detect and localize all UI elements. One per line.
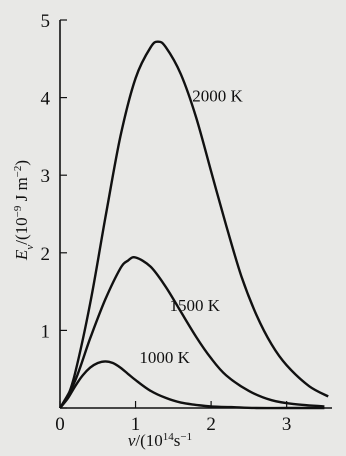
curves-layer (58, 40, 329, 410)
y-axis-close: ) (12, 160, 31, 166)
y-axis-exp: −9 (12, 205, 24, 217)
y-axis-label: Eν/(10−9 J m−2) (12, 160, 36, 261)
x-axis-unit: 10 (146, 431, 163, 450)
x-tick-label: 2 (206, 414, 216, 435)
y-tick-label: 3 (41, 166, 51, 187)
x-axis-tail-exp: −1 (180, 431, 192, 443)
y-axis-var: E (12, 249, 31, 261)
labels-layer: 0 1 2 3 1 2 3 4 5 1000 K 1500 K 2000 K (41, 11, 292, 435)
series-line (59, 40, 329, 409)
y-axis-unit: 10 (12, 217, 31, 234)
y-tick-label: 5 (41, 11, 51, 32)
x-axis-tail: s (174, 431, 181, 450)
series-line (58, 256, 325, 409)
x-tick-label: 1 (131, 414, 141, 435)
x-axis-exp: 14 (163, 431, 175, 443)
series-label: 1000 K (139, 348, 190, 367)
y-axis-mid: J m (12, 177, 31, 205)
y-tick-label: 1 (41, 321, 51, 342)
x-axis-sep: /( (135, 431, 146, 450)
series-label: 1500 K (170, 296, 221, 315)
y-axis-sep: /( (12, 234, 31, 245)
x-tick-label: 0 (55, 414, 65, 435)
y-tick-label: 4 (41, 89, 51, 110)
ticks-layer (59, 19, 288, 409)
x-axis-label: ν/(1014s−1 (128, 431, 192, 450)
series-label: 2000 K (192, 86, 243, 105)
y-tick-label: 2 (41, 244, 51, 265)
axes-layer (59, 20, 332, 409)
series-line (59, 360, 325, 410)
y-axis-mid-exp: −2 (12, 166, 24, 178)
x-tick-label: 3 (282, 414, 292, 435)
x-axis-var: ν (128, 431, 136, 450)
y-axis-sub: ν (24, 245, 36, 250)
